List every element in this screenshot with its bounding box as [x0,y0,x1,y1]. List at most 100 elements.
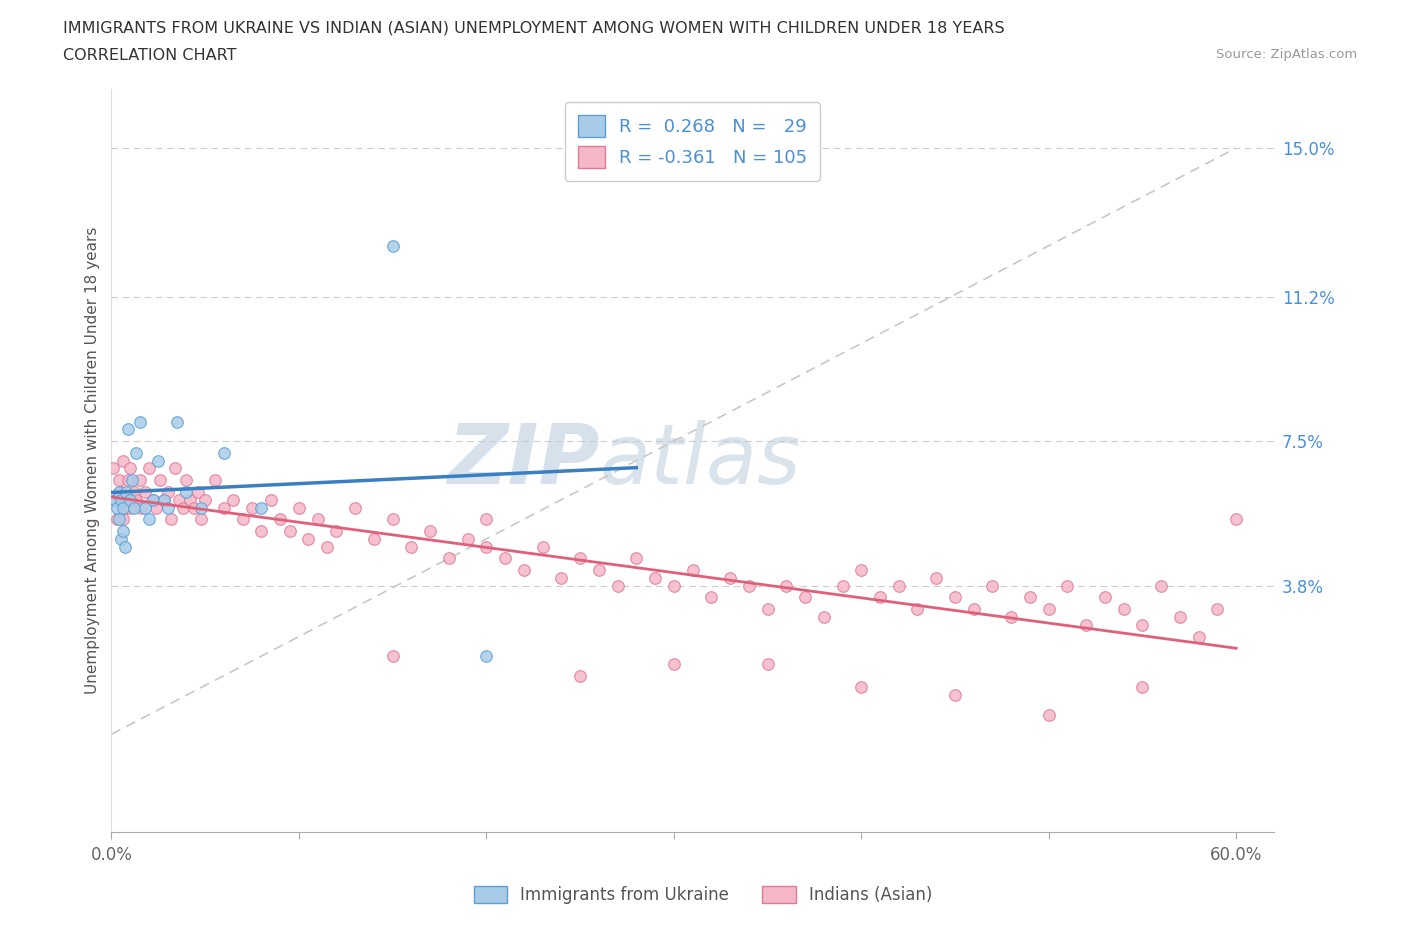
Point [114,500,136,515]
Point [148,453,170,468]
Y-axis label: Unemployment Among Women with Children Under 18 years: Unemployment Among Women with Children U… [86,227,100,695]
Point [851,680,873,695]
Point [156,500,179,515]
Point [1132,618,1154,632]
Point [887,578,910,593]
Point [176,472,198,487]
Point [156,485,179,499]
Point [606,578,628,593]
Point [222,492,245,507]
Point [153,492,176,507]
Point [111,500,134,515]
Point [120,500,142,515]
Point [120,461,142,476]
Point [325,524,347,538]
Point [1019,590,1042,604]
Point [963,602,986,617]
Point [232,512,254,526]
Point [1094,590,1116,604]
Point [344,500,367,515]
Point [682,563,704,578]
Point [103,461,125,476]
Point [569,668,592,683]
Text: IMMIGRANTS FROM UKRAINE VS INDIAN (ASIAN) UNEMPLOYMENT AMONG WOMEN WITH CHILDREN: IMMIGRANTS FROM UKRAINE VS INDIAN (ASIAN… [63,20,1005,35]
Point [700,590,723,604]
Point [756,657,779,671]
Point [121,472,143,487]
Point [104,492,127,507]
Point [401,539,423,554]
Point [111,512,134,526]
Point [128,472,150,487]
Point [718,570,741,585]
Point [176,485,198,499]
Point [187,485,209,499]
Point [316,539,339,554]
Point [110,531,132,546]
Point [111,524,134,538]
Point [1038,708,1060,723]
Point [240,500,263,515]
Point [831,578,853,593]
Point [1225,512,1247,526]
Point [381,238,404,253]
Point [108,472,131,487]
Point [869,590,891,604]
Point [212,500,235,515]
Point [160,512,183,526]
Point [122,500,145,515]
Point [1188,629,1211,644]
Point [475,648,498,663]
Point [128,414,150,429]
Point [1150,578,1173,593]
Point [104,492,127,507]
Point [105,512,128,526]
Point [250,500,273,515]
Point [943,590,966,604]
Point [1038,602,1060,617]
Point [165,461,187,476]
Point [167,492,190,507]
Point [117,422,139,437]
Point [662,657,685,671]
Point [1076,618,1098,632]
Point [114,539,136,554]
Point [153,492,176,507]
Point [149,472,172,487]
Point [588,563,610,578]
Point [111,453,134,468]
Point [738,578,761,593]
Point [250,524,273,538]
Point [120,492,142,507]
Point [1112,602,1135,617]
Point [813,609,835,624]
Point [110,492,132,507]
Point [457,531,479,546]
Point [288,500,311,515]
Point [1132,680,1154,695]
Point [179,492,201,507]
Point [1168,609,1191,624]
Point [794,590,817,604]
Point [212,445,235,460]
Point [943,687,966,702]
Point [190,512,212,526]
Point [1056,578,1078,593]
Point [381,648,404,663]
Point [125,492,148,507]
Legend: Immigrants from Ukraine, Indians (Asian): Immigrants from Ukraine, Indians (Asian) [467,879,939,910]
Point [134,485,156,499]
Point [475,539,498,554]
Text: atlas: atlas [599,420,801,501]
Point [278,524,301,538]
Point [105,500,128,515]
Point [138,512,160,526]
Point [981,578,1004,593]
Point [756,602,779,617]
Point [117,472,139,487]
Point [269,512,291,526]
Point [115,485,138,499]
Legend: R =  0.268   N =   29, R = -0.361   N = 105: R = 0.268 N = 29, R = -0.361 N = 105 [565,102,820,180]
Point [925,570,948,585]
Point [363,531,385,546]
